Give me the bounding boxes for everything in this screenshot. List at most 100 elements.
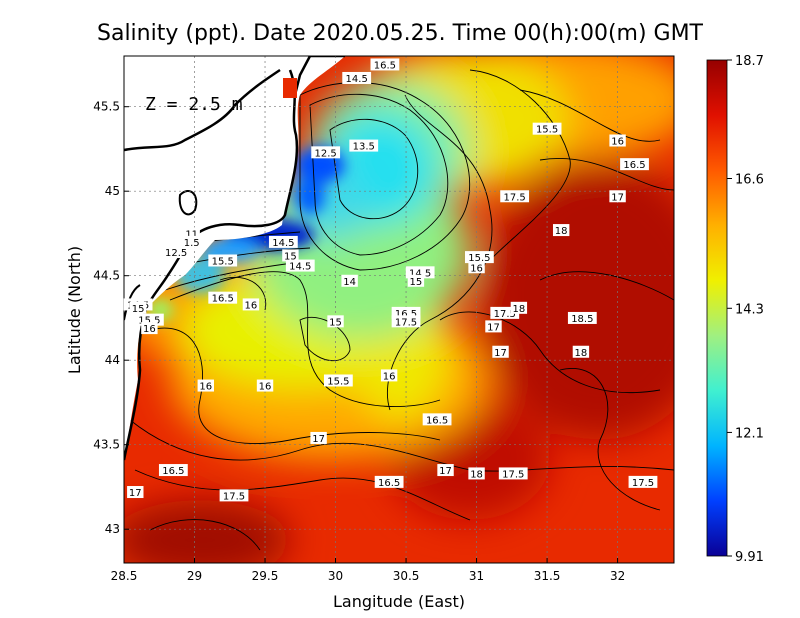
y-tick-label: 43 <box>105 522 120 536</box>
x-tick-label: 29 <box>187 569 202 583</box>
svg-text:16: 16 <box>383 371 396 382</box>
svg-text:17.5: 17.5 <box>494 309 516 320</box>
contour-label: 17.5 <box>391 315 421 328</box>
svg-text:14.5: 14.5 <box>346 74 368 85</box>
contour-label: 14.5 <box>285 259 315 273</box>
contour-label: 17.5 <box>219 489 249 502</box>
y-tick-label: 45.5 <box>93 100 120 114</box>
contour-label: 18.5 <box>567 311 597 325</box>
contour-label: 12.5 <box>311 146 341 159</box>
x-tick-label: 32 <box>610 569 625 583</box>
colorbar-ticks: 18.7 16.6 14.3 12.1 9.91 <box>727 54 764 565</box>
svg-text:16.5: 16.5 <box>378 478 400 489</box>
svg-text:18: 18 <box>575 348 588 359</box>
svg-text:15: 15 <box>284 251 297 262</box>
svg-text:12.5: 12.5 <box>165 248 187 259</box>
svg-text:16.5: 16.5 <box>395 309 417 320</box>
svg-text:16: 16 <box>259 382 272 393</box>
contour-label: 15 <box>282 249 299 262</box>
contour-label: 17 <box>310 431 327 445</box>
contour-label: 15 <box>327 315 344 328</box>
contour-label: 17.5 <box>628 475 658 489</box>
svg-text:15.5: 15.5 <box>212 256 234 267</box>
contour-label: 16.5 <box>208 291 238 305</box>
contour-label: 17 <box>127 486 144 499</box>
svg-text:16.5: 16.5 <box>426 415 448 426</box>
svg-text:16: 16 <box>611 137 624 148</box>
svg-text:18: 18 <box>555 226 568 237</box>
contour-label: 15.5 <box>323 374 353 387</box>
x-tick-label: 30.5 <box>393 569 420 583</box>
contour-label: 15 <box>407 274 425 288</box>
contour-label: 16 <box>256 379 274 393</box>
contour-label: 17.5 <box>500 190 530 203</box>
svg-text:16.5: 16.5 <box>374 60 396 71</box>
svg-text:17.5: 17.5 <box>504 192 526 203</box>
contour-label: 16 <box>609 134 626 148</box>
y-tick-label: 44 <box>105 353 120 367</box>
svg-text:17: 17 <box>129 488 142 499</box>
contour-label: 18 <box>468 467 485 480</box>
contour-label: 1.5 <box>180 235 203 249</box>
svg-text:16.5: 16.5 <box>623 160 645 171</box>
svg-text:17: 17 <box>487 322 500 333</box>
contour-label: 16 <box>141 322 158 335</box>
contour-label: 16 <box>197 379 214 393</box>
y-tick-label: 45 <box>105 184 120 198</box>
svg-text:16: 16 <box>143 324 156 335</box>
svg-text:16.5: 16.5 <box>212 294 234 305</box>
grid-lines <box>124 56 674 563</box>
contour-label: 16 <box>380 369 398 382</box>
x-tick-label: 29.5 <box>252 569 279 583</box>
contour-label: 15 <box>129 301 147 315</box>
x-tick-label: 31.5 <box>534 569 561 583</box>
depth-label: Z = 2.5 m <box>145 94 243 115</box>
x-tick-label: 28.5 <box>111 569 138 583</box>
svg-text:17: 17 <box>312 434 325 445</box>
svg-text:18: 18 <box>470 469 483 480</box>
contour-label: 13.5 <box>349 139 379 153</box>
salinity-field <box>124 56 674 563</box>
contour-label: 17.5 <box>498 467 528 480</box>
y-axis-ticks: 45.5 45 44.5 44 43.5 43 <box>93 100 129 536</box>
svg-text:1.5: 1.5 <box>184 238 200 249</box>
contour-label: 17 <box>492 345 509 359</box>
x-tick-label: 30 <box>328 569 343 583</box>
contour-label: 16.5 <box>370 58 400 71</box>
contour-label: 15.5 <box>532 122 562 136</box>
contour-label: 14.5 <box>268 235 298 249</box>
x-axis-ticks: 28.5 29 29.5 30 30.5 31 31.5 32 <box>111 558 625 583</box>
svg-text:17: 17 <box>439 466 452 477</box>
svg-text:18: 18 <box>513 304 526 315</box>
contour-label: 16.5 <box>374 475 404 489</box>
contour-label: 15.5 <box>208 254 238 267</box>
svg-text:17.5: 17.5 <box>223 491 245 502</box>
svg-text:17.5: 17.5 <box>502 469 524 480</box>
contour-label: 18 <box>572 345 590 359</box>
svg-text:17.5: 17.5 <box>395 317 417 328</box>
contour-label: 14 <box>341 274 358 288</box>
svg-text:16: 16 <box>245 300 258 311</box>
contour-label: 18 <box>552 224 570 237</box>
svg-text:15: 15 <box>329 317 342 328</box>
contour-label: 16.5 <box>620 158 649 171</box>
contour-lines <box>129 69 674 551</box>
contour-label: 16.5 <box>422 413 452 426</box>
svg-text:11: 11 <box>185 229 198 240</box>
x-tick-label: 31 <box>469 569 484 583</box>
y-axis-label: Latitude (North) <box>65 246 84 374</box>
contour-label: 17 <box>485 320 502 333</box>
contour-label: 17 <box>437 464 454 477</box>
svg-text:16: 16 <box>199 382 212 393</box>
contour-label: 16 <box>468 261 485 274</box>
contour-label: 18 <box>510 301 528 315</box>
svg-text:16: 16 <box>470 263 483 274</box>
chart-title: Salinity (ppt). Date 2020.05.25. Time 00… <box>97 21 704 46</box>
contour-label: 14.5 <box>342 71 372 85</box>
x-axis-label: Langitude (East) <box>333 592 465 611</box>
svg-text:17.5: 17.5 <box>632 478 654 489</box>
y-tick-label: 43.5 <box>93 438 120 452</box>
contour-label: 16 <box>242 298 260 311</box>
